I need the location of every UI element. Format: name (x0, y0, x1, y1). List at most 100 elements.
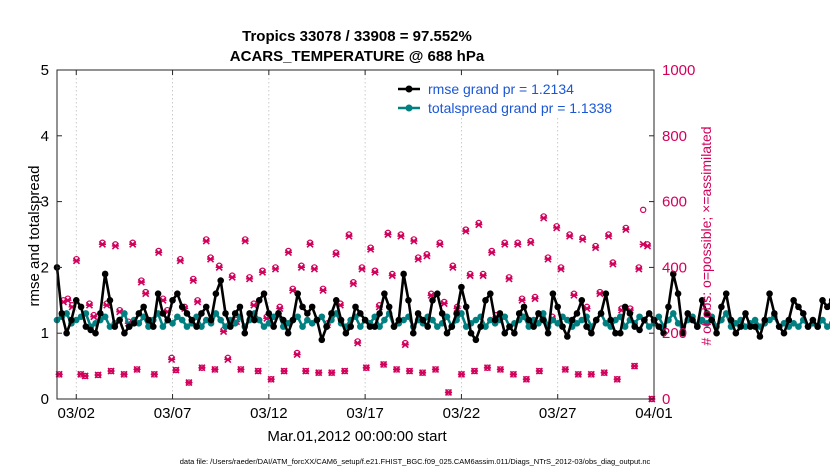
totalspread-point (376, 323, 383, 330)
obs-assimilated-point (168, 355, 176, 364)
rmse-point (477, 323, 484, 330)
rmse-point (718, 303, 725, 311)
right-y-axis: 0 200 400 600 800 1000 (649, 62, 695, 408)
rmse-point (395, 316, 403, 324)
rmse-point (626, 310, 634, 317)
rmse-point (193, 323, 200, 330)
totalspread-point (636, 313, 643, 321)
totalspread-point (174, 313, 181, 321)
left-y-tick-label: 2 (41, 259, 49, 276)
obs-assimilated-point (540, 214, 548, 222)
x-axis: 03/02 03/07 03/12 03/17 03/22 03/27 04/01 (57, 70, 673, 422)
obs-assimilated-point (371, 268, 379, 276)
obs-assimilated-point (479, 272, 487, 280)
rmse-point (780, 329, 788, 337)
rmse-point (669, 270, 677, 278)
totalspread-point (539, 310, 547, 317)
rmse-point (121, 329, 128, 337)
x-tick-label: 03/22 (443, 405, 481, 422)
rmse-point (212, 290, 220, 298)
totalspread-point (732, 320, 740, 327)
obs-assimilated-point (557, 265, 565, 273)
obs-assimilated-point (345, 232, 353, 240)
rmse-point (641, 316, 648, 324)
obs-assimilated-point (319, 286, 327, 294)
obs-assimilated-point (440, 300, 448, 308)
obs-assimilated-point (527, 239, 535, 247)
rmse-point (284, 329, 292, 337)
obs-assimilated-point (328, 369, 336, 377)
obs-assimilated-point (622, 225, 630, 234)
rmse-point (588, 329, 595, 337)
rmse-point (703, 310, 711, 317)
rmse-point (294, 290, 302, 298)
rmse-point (674, 290, 682, 298)
axes-box (56, 69, 655, 400)
totalspread-point (212, 310, 220, 317)
rmse-point (101, 270, 109, 278)
obs-assimilated-point (129, 240, 137, 248)
obs-assimilated-point (297, 263, 306, 271)
rmse-point (583, 323, 590, 330)
plot-area (57, 70, 654, 399)
legend-rmse-marker (405, 85, 413, 93)
rmse-point (82, 323, 90, 330)
rmse-point (308, 303, 316, 311)
obs-assimilated-point (553, 224, 561, 232)
obs-assimilated-point (98, 240, 107, 248)
rmse-point (698, 297, 706, 304)
obs-assimilated-point (436, 240, 444, 248)
obs-assimilated-point (444, 388, 453, 396)
totalspread-point (63, 310, 70, 317)
x-tick-label: 03/07 (154, 405, 192, 422)
totalspread-point (121, 310, 128, 317)
obs-assimilated-point (574, 370, 582, 378)
obs-assimilated-point (635, 265, 643, 273)
rmse-point (357, 310, 364, 317)
obs-assimilated-point (354, 339, 362, 347)
totalspread-point (429, 316, 436, 324)
totalspread-point (318, 313, 326, 321)
obs-assimilated-point (544, 255, 552, 263)
obs-assimilated-point (643, 242, 652, 250)
rmse-point (607, 316, 614, 324)
totalspread-point (381, 316, 388, 324)
rmse-point (337, 316, 345, 324)
rmse-point (174, 290, 181, 298)
totalspread-point (159, 323, 167, 330)
rmse-point (241, 329, 249, 337)
rmse-point (217, 277, 224, 284)
rmse-point (448, 323, 456, 330)
rmse-point (304, 310, 311, 317)
rmse-point (616, 329, 624, 337)
rmse-point (535, 310, 542, 317)
rmse-point (631, 323, 639, 330)
left-y-tick-label: 5 (41, 62, 49, 79)
rmse-point (515, 310, 523, 317)
totalspread-point (135, 320, 143, 327)
rmse-point (501, 329, 509, 337)
rmse-line (55, 267, 830, 342)
rmse-point (419, 316, 427, 324)
obs-assimilated-point (457, 370, 466, 378)
obs-assimilated-point (185, 378, 193, 387)
rmse-point (342, 329, 350, 337)
totalspread-point (472, 316, 480, 324)
totalspread-point (260, 323, 268, 330)
obs-assimilated-point (189, 276, 197, 285)
obs-assimilated-point (405, 367, 414, 375)
left-y-axis-label: rmse and totalspread (26, 166, 43, 307)
rmse-point (491, 316, 499, 324)
right-y-tick-label: 200 (662, 325, 687, 342)
rmse-point (775, 323, 783, 330)
rmse-point (409, 329, 417, 337)
rmse-point (694, 323, 701, 330)
obs-assimilated-point (609, 260, 617, 268)
totalspread-point (742, 323, 749, 330)
totalspread-point (674, 320, 682, 327)
rmse-point (246, 310, 253, 317)
rmse-point (376, 310, 383, 317)
obs-assimilated-point (462, 227, 470, 235)
rmse-point (366, 323, 374, 330)
